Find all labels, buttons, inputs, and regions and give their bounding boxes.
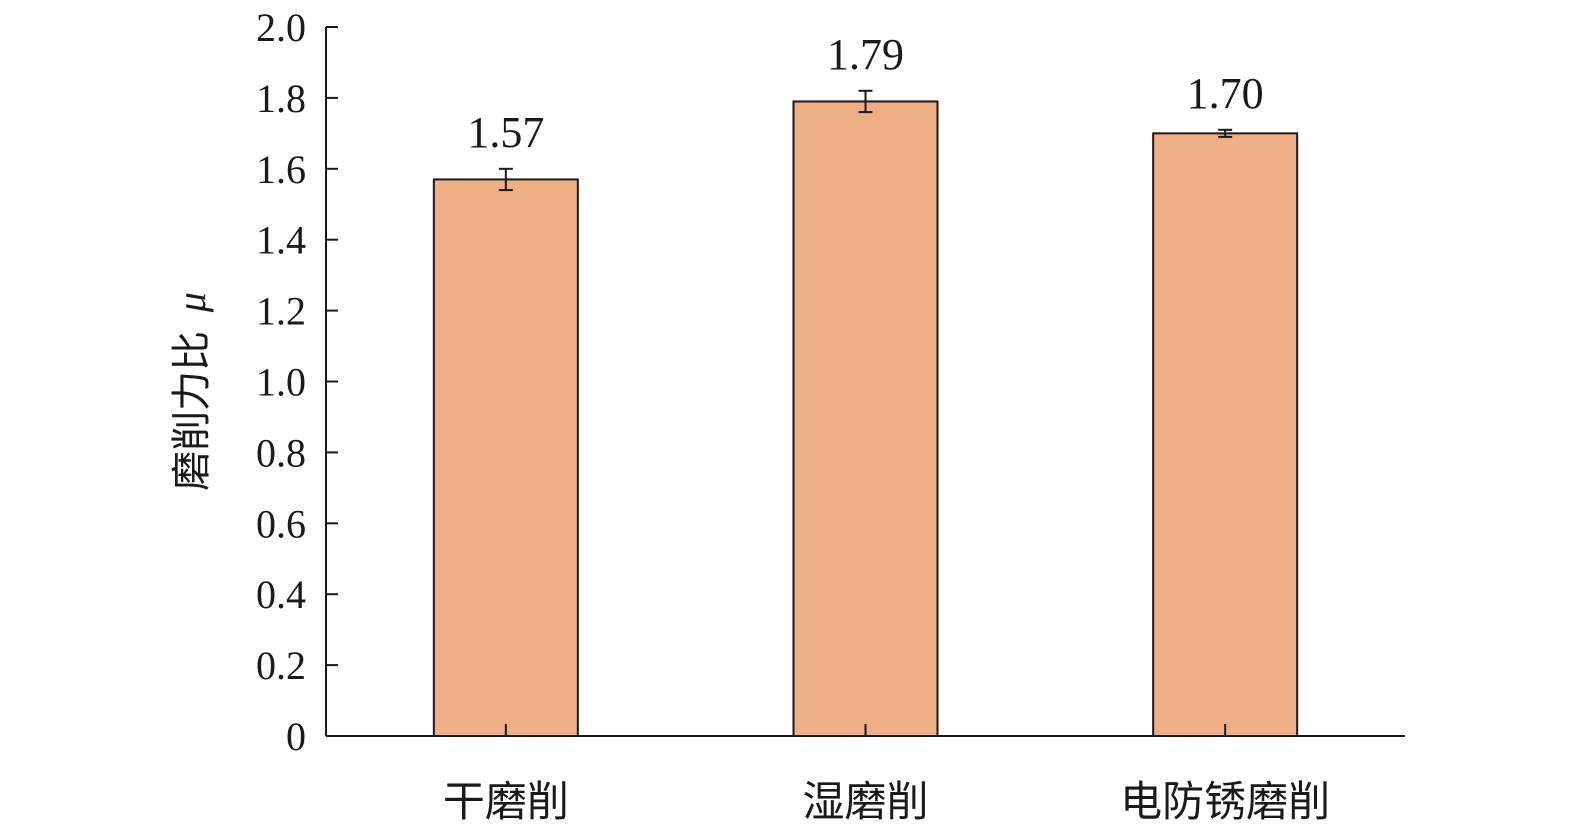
bar — [1152, 132, 1299, 738]
bar — [792, 100, 939, 737]
x-axis-ticks — [504, 724, 1227, 736]
y-tick-label: 1.4 — [256, 218, 306, 263]
y-tick-label: 0 — [286, 714, 306, 759]
error-bar — [858, 89, 873, 114]
data-labels: 1.57 1.79 1.70 — [467, 30, 1263, 157]
y-tick-label: 0.4 — [256, 572, 306, 617]
y-tick-label: 2.0 — [256, 5, 306, 50]
y-tick-label: 1.2 — [256, 289, 306, 334]
x-tick-label: 干磨削 — [443, 777, 569, 826]
bar — [432, 178, 579, 737]
y-tick-label: 1.6 — [256, 147, 306, 192]
y-axis-title-text: 磨削力比 — [169, 331, 215, 491]
y-tick-label: 0.6 — [256, 501, 306, 546]
x-tick-labels: 干磨削 湿磨削 电防锈磨削 — [443, 777, 1330, 826]
y-axis-title-symbol: μ — [169, 292, 214, 313]
y-axis-title: 磨削力比 μ — [169, 292, 215, 491]
x-tick-label: 湿磨削 — [802, 777, 928, 826]
y-tick-labels: 0 0.2 0.4 0.6 0.8 1.0 1.2 1.4 1.6 1.8 2.0 — [256, 5, 306, 759]
error-bars — [498, 89, 1233, 192]
y-tick-label: 0.2 — [256, 643, 306, 688]
x-tick-label: 电防锈磨削 — [1120, 777, 1330, 826]
y-tick-label: 1.8 — [256, 76, 306, 121]
error-bar — [1218, 128, 1233, 138]
bars — [432, 100, 1299, 738]
y-tick-label: 0.8 — [256, 430, 306, 475]
error-bar — [498, 167, 513, 192]
data-label: 1.79 — [827, 30, 904, 79]
data-label: 1.70 — [1187, 69, 1264, 118]
y-axis-ticks — [326, 26, 338, 737]
data-label: 1.57 — [467, 108, 544, 157]
y-tick-label: 1.0 — [256, 360, 306, 405]
